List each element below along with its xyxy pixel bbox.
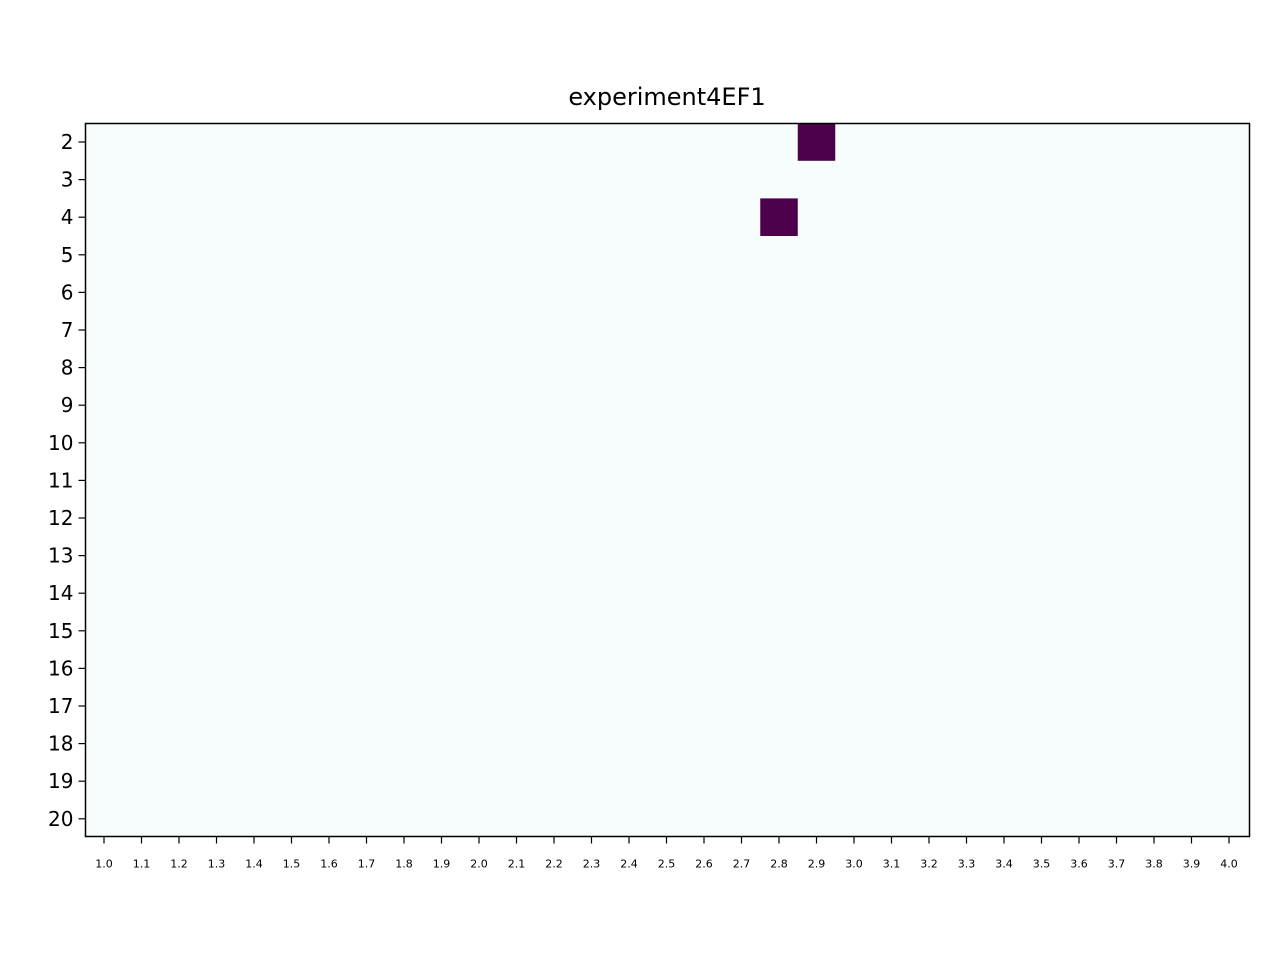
x-tick-label: 2.6	[695, 858, 713, 871]
y-tick-label: 18	[48, 732, 73, 756]
y-tick-label: 11	[48, 468, 73, 492]
plot-area	[85, 123, 1250, 837]
x-tick-label: 3.4	[995, 858, 1013, 871]
x-tick-label: 1.2	[170, 858, 188, 871]
x-tick-label: 1.4	[245, 858, 263, 871]
x-tick-label: 3.1	[883, 858, 901, 871]
y-tick-label: 14	[48, 581, 73, 605]
x-tick-label: 3.2	[920, 858, 938, 871]
y-tick-label: 5	[61, 243, 74, 267]
x-tick-label: 1.5	[283, 858, 301, 871]
y-tick-label: 7	[61, 318, 74, 342]
x-tick-label: 2.7	[733, 858, 751, 871]
x-tick-label: 2.8	[770, 858, 788, 871]
x-tick-label: 1.1	[133, 858, 151, 871]
heatmap-cells	[760, 123, 836, 236]
x-tick-label: 1.6	[320, 858, 338, 871]
y-tick-label: 20	[48, 807, 73, 831]
chart-title: experiment4EF1	[568, 83, 765, 111]
y-tick-label: 13	[48, 544, 73, 568]
y-tick-label: 16	[48, 656, 73, 680]
x-tick-label: 3.8	[1145, 858, 1163, 871]
y-axis: 2 3 4 5 6 7 8 9 10 11 12 13 14 15 16 17 18 19 20	[48, 130, 86, 831]
x-tick-label: 2.5	[658, 858, 676, 871]
x-axis: 1.0 1.1 1.2 1.3 1.4 1.5 1.6 1.7 1.8 1.9 2.0 2.1 2.2 2…	[95, 836, 1238, 871]
y-tick-label: 8	[61, 356, 74, 380]
y-tick-label: 3	[61, 168, 74, 192]
x-tick-label: 1.9	[433, 858, 451, 871]
y-tick-label: 9	[61, 393, 74, 417]
x-tick-label: 1.3	[208, 858, 226, 871]
y-tick-label: 15	[48, 619, 73, 643]
x-tick-label: 2.9	[808, 858, 826, 871]
y-tick-label: 6	[61, 280, 74, 304]
heatmap-cell	[797, 123, 836, 161]
x-tick-label: 2.1	[508, 858, 526, 871]
x-tick-label: 3.9	[1183, 858, 1201, 871]
x-tick-label: 2.0	[470, 858, 488, 871]
x-tick-label: 4.0	[1220, 858, 1238, 871]
x-tick-label: 1.8	[395, 858, 413, 871]
x-tick-label: 3.6	[1070, 858, 1088, 871]
x-tick-label: 3.7	[1108, 858, 1126, 871]
x-tick-label: 1.0	[95, 858, 113, 871]
y-tick-label: 4	[61, 205, 74, 229]
y-tick-label: 19	[48, 769, 73, 793]
y-tick-label: 2	[61, 130, 74, 154]
x-tick-label: 3.5	[1033, 858, 1051, 871]
x-tick-label: 2.2	[545, 858, 563, 871]
heatmap-cell	[760, 198, 798, 236]
x-tick-label: 2.4	[620, 858, 638, 871]
y-tick-label: 17	[48, 694, 73, 718]
y-tick-label: 10	[48, 431, 73, 455]
x-tick-label: 2.3	[583, 858, 601, 871]
x-tick-label: 3.3	[958, 858, 976, 871]
x-tick-label: 3.0	[845, 858, 863, 871]
x-tick-label: 1.7	[358, 858, 376, 871]
y-tick-label: 12	[48, 506, 73, 530]
